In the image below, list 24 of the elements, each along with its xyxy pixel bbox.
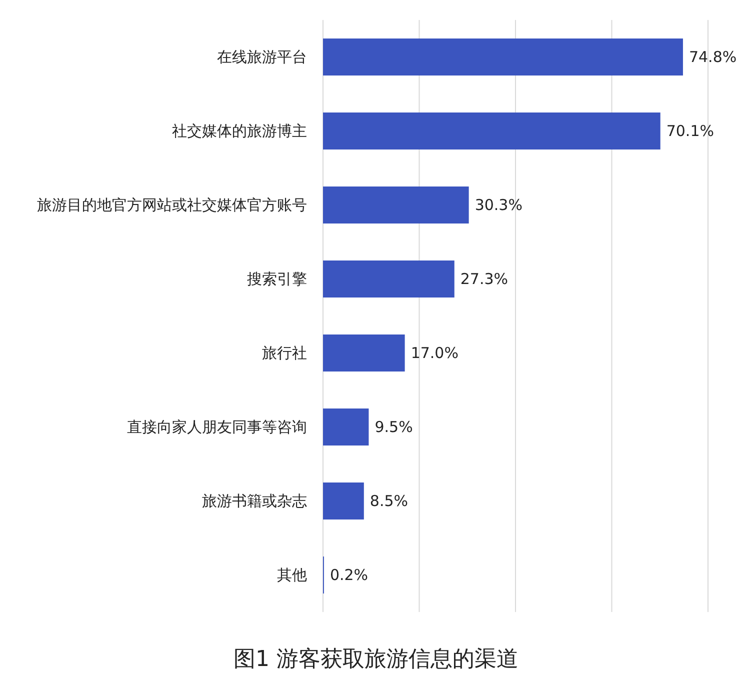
bar [323, 260, 454, 298]
y-tick-label: 其他 [277, 566, 307, 584]
data-label: 74.8% [688, 48, 737, 66]
bar [323, 482, 364, 520]
data-label: 70.1% [666, 122, 714, 140]
data-label: 27.3% [460, 270, 508, 288]
y-tick-label: 旅行社 [262, 344, 307, 362]
data-label: 30.3% [474, 196, 522, 214]
data-label: 17.0% [410, 344, 458, 362]
bar [323, 334, 405, 372]
bar [323, 38, 683, 76]
y-tick-label: 搜索引擎 [247, 270, 307, 288]
bar [323, 186, 469, 224]
y-tick-label: 直接向家人朋友同事等咨询 [127, 418, 307, 436]
data-label: 0.2% [330, 566, 368, 584]
data-label: 8.5% [370, 492, 408, 510]
y-tick-label: 在线旅游平台 [217, 48, 307, 66]
y-tick-label: 社交媒体的旅游博主 [172, 122, 307, 140]
bar [323, 408, 369, 446]
data-label: 9.5% [374, 418, 413, 436]
text: 图1 游客获取旅游信息的渠道 [234, 647, 518, 672]
y-tick-label: 旅游目的地官方网站或社交媒体官方账号 [37, 196, 307, 214]
bar [323, 112, 660, 150]
y-tick-label: 旅游书籍或杂志 [202, 492, 307, 510]
